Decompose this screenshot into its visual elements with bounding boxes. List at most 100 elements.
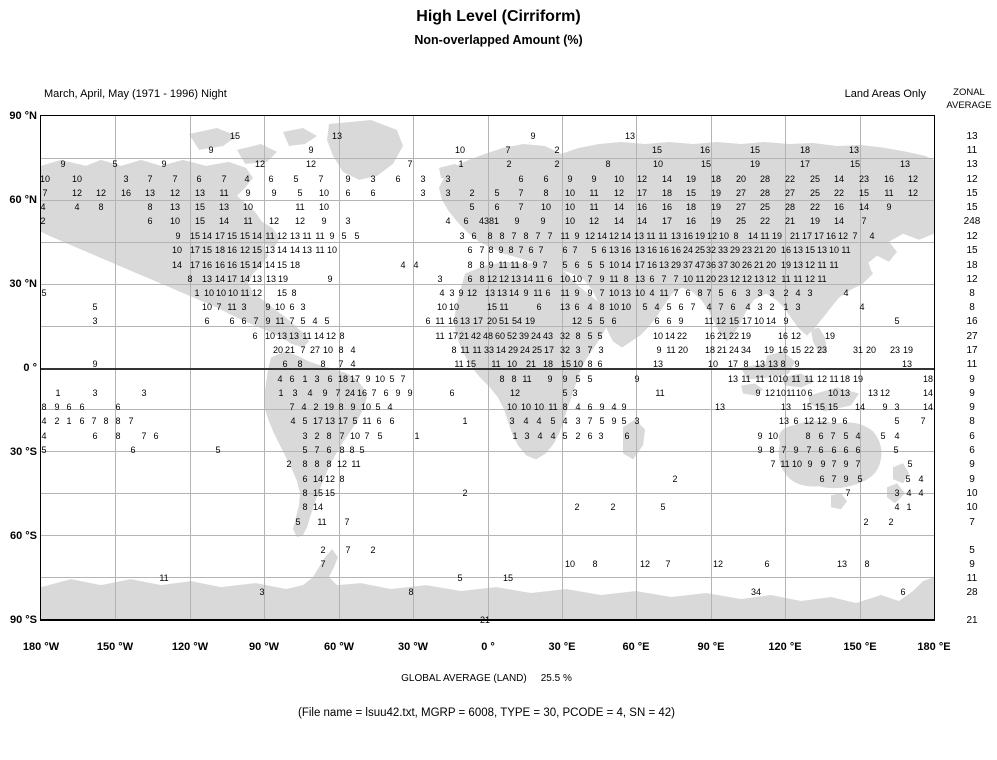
grid-value: 6 (818, 431, 824, 441)
grid-value: 17 (543, 345, 555, 355)
grid-value: 12 (712, 559, 724, 569)
grid-value: 9 (656, 345, 662, 355)
grid-value: 11 (704, 316, 714, 326)
grid-value: 13 (496, 288, 508, 298)
grid-value: 5 (389, 374, 395, 384)
grid-value: 6 (289, 374, 295, 384)
grid-value: 10 (564, 188, 576, 198)
grid-value: 8 (605, 159, 611, 169)
grid-value: 5 (880, 431, 886, 441)
grid-value: 37 (682, 260, 694, 270)
grid-value: 27 (309, 345, 321, 355)
grid-value: 11 (560, 231, 570, 241)
grid-value: 5 (587, 260, 593, 270)
grid-value: 2 (506, 159, 512, 169)
grid-value: 10 (828, 245, 840, 255)
latitude-gridline (41, 241, 934, 243)
grid-value: 5 (295, 517, 301, 527)
grid-value: 19 (902, 345, 914, 355)
zonal-average-value: 248 (963, 216, 981, 227)
grid-value: 4 (413, 260, 419, 270)
grid-value: 15 (229, 131, 241, 141)
grid-value: 16 (226, 260, 238, 270)
grid-value: 5 (41, 445, 47, 455)
grid-value: 17 (727, 359, 739, 369)
grid-value: 7 (535, 231, 541, 241)
grid-value: 5 (359, 445, 365, 455)
grid-value: 6 (66, 402, 72, 412)
grid-value: 8 (338, 345, 344, 355)
grid-value: 6 (678, 302, 684, 312)
grid-value: 9 (755, 388, 761, 398)
grid-value: 4 (869, 231, 875, 241)
grid-value: 3 (259, 587, 265, 597)
grid-value: 14 (312, 474, 324, 484)
grid-value: 19 (710, 188, 722, 198)
latitude-gridline (41, 157, 934, 159)
grid-value: 5 (587, 374, 593, 384)
grid-value: 7 (920, 416, 926, 426)
grid-value: 7 (599, 288, 605, 298)
grid-value: 9 (843, 459, 849, 469)
grid-value: 5 (597, 331, 603, 341)
grid-value: 6 (282, 359, 288, 369)
grid-value: 32 (705, 245, 717, 255)
grid-value: 18 (704, 345, 716, 355)
grid-value: 6 (376, 416, 382, 426)
grid-value: 11 (817, 274, 827, 284)
grid-value: 5 (293, 174, 299, 184)
grid-value: 5 (718, 288, 724, 298)
grid-value: 9 (540, 216, 546, 226)
grid-value: 6 (611, 316, 617, 326)
grid-value: 8 (780, 359, 786, 369)
grid-value: 29 (670, 260, 682, 270)
grid-value: 19 (763, 345, 775, 355)
grid-value: 5 (843, 431, 849, 441)
grid-value: 13 (331, 131, 343, 141)
grid-value: 10 (349, 431, 361, 441)
grid-value: 10 (767, 431, 779, 441)
zonal-average-value: 9 (969, 374, 975, 385)
grid-value: 23 (858, 174, 870, 184)
grid-value: 9 (407, 388, 413, 398)
grid-value: 14 (858, 202, 870, 212)
grid-value: 20 (486, 316, 498, 326)
grid-value: 22 (676, 331, 688, 341)
grid-value: 18 (542, 359, 554, 369)
y-axis-tick-label: 90 °S (9, 614, 37, 626)
grid-value: 12 (95, 188, 107, 198)
grid-value: 5 (857, 474, 863, 484)
grid-value: 5 (302, 445, 308, 455)
grid-value: 33 (717, 245, 729, 255)
grid-value: 14 (312, 502, 324, 512)
grid-value: 10 (791, 459, 803, 469)
zonal-average-value: 10 (966, 502, 978, 513)
grid-value: 14 (289, 245, 301, 255)
grid-value: 4 (40, 202, 46, 212)
grid-value: 37 (717, 260, 729, 270)
grid-value: 14 (313, 331, 325, 341)
grid-value: 7 (538, 245, 544, 255)
grid-value: 9 (395, 388, 401, 398)
grid-value: 15 (849, 159, 861, 169)
grid-value: 6 (252, 331, 258, 341)
grid-value: 6 (624, 431, 630, 441)
grid-value: 7 (172, 174, 178, 184)
grid-value: 34 (750, 587, 762, 597)
grid-value: 13 (265, 274, 277, 284)
grid-value: 19 (780, 260, 792, 270)
grid-value: 11 (491, 359, 501, 369)
grid-value: 7 (845, 488, 851, 498)
grid-value: 11 (829, 260, 839, 270)
grid-value: 11 (817, 260, 827, 270)
grid-value: 6 (730, 302, 736, 312)
grid-value: 5 (300, 316, 306, 326)
grid-value: 14 (214, 274, 226, 284)
grid-value: 15 (239, 260, 251, 270)
zonal-average-value: 9 (969, 388, 975, 399)
grid-value: 6 (425, 316, 431, 326)
grid-value: 13 (658, 260, 670, 270)
grid-value: 12 (169, 188, 181, 198)
latitude-gridline (41, 409, 934, 411)
grid-value: 9 (265, 316, 271, 326)
